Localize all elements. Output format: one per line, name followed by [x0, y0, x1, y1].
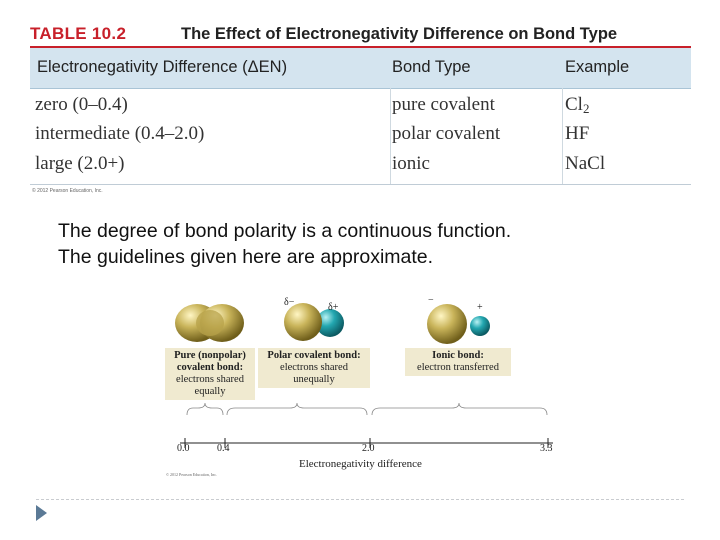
pure-covalent-label: Pure (nonpolar) covalent bond: electrons … — [165, 348, 255, 400]
table-row: large (2.0+) ionic NaCl — [30, 150, 691, 179]
tick-label: 0.4 — [217, 443, 230, 454]
description-line-1: The degree of bond polarity is a continu… — [58, 220, 512, 242]
figure-copyright: © 2012 Pearson Education, Inc. — [166, 472, 218, 477]
description-line-2: The guidelines given here are approximat… — [58, 246, 434, 268]
header-en-difference: Electronegativity Difference (ΔEN) — [37, 58, 288, 76]
header-example: Example — [565, 58, 630, 76]
cell-en-difference: intermediate (0.4–2.0) — [35, 123, 205, 144]
header-bond-type: Bond Type — [392, 58, 471, 76]
cell-example: HF — [565, 123, 590, 144]
figure-graphics — [175, 303, 553, 448]
polar-partial-negative: δ− — [284, 297, 295, 308]
polar-range-brace — [226, 402, 368, 416]
cell-example: Cl2 — [565, 94, 590, 116]
pure-range-brace — [186, 402, 224, 416]
tick-label: 0.0 — [177, 443, 190, 454]
tick-label: 3.3 — [540, 443, 553, 454]
next-slide-icon[interactable] — [36, 505, 47, 521]
ionic-bond-label: Ionic bond: electron transferred — [405, 348, 511, 376]
ionic-negative-charge: − — [428, 295, 434, 306]
ionic-positive-charge: + — [477, 302, 483, 313]
axis-label: Electronegativity difference — [299, 458, 422, 470]
table-caption: TABLE 10.2 The Effect of Electronegativi… — [30, 22, 700, 48]
column-divider — [562, 88, 563, 185]
polar-covalent-label: Polar covalent bond: electrons shared une… — [258, 348, 370, 388]
header-divider — [30, 88, 691, 89]
table-header-row: Electronegativity Difference (ΔEN) Bond … — [30, 48, 691, 88]
cell-example: NaCl — [565, 153, 606, 174]
description-text: The degree of bond polarity is a continu… — [58, 218, 511, 270]
bond-polarity-figure: δ− δ+ − + Pure (nonpolar) covalent bond:… — [160, 290, 580, 485]
table-copyright: © 2012 Pearson Education, Inc. — [32, 188, 103, 194]
table-row: zero (0–0.4) pure covalent Cl2 — [30, 91, 691, 120]
column-divider — [390, 88, 391, 185]
tick-label: 2.0 — [362, 443, 375, 454]
cell-bond-type: pure covalent — [392, 94, 495, 115]
ionic-molecule — [427, 304, 490, 344]
cell-en-difference: large (2.0+) — [35, 153, 125, 174]
polar-covalent-molecule — [284, 303, 344, 341]
polar-partial-positive: δ+ — [328, 302, 339, 313]
cell-bond-type: ionic — [392, 153, 430, 174]
table-row: intermediate (0.4–2.0) polar covalent HF — [30, 120, 691, 149]
cell-bond-type: polar covalent — [392, 123, 501, 144]
ionic-range-brace — [371, 402, 548, 416]
pure-covalent-molecule — [175, 304, 244, 342]
slide-divider — [36, 499, 684, 500]
table-title: The Effect of Electronegativity Differen… — [181, 25, 618, 43]
table-top-rule — [30, 46, 691, 48]
cell-en-difference: zero (0–0.4) — [35, 94, 128, 115]
table-number: TABLE 10.2 — [30, 24, 127, 43]
table-bottom-rule — [30, 184, 691, 185]
